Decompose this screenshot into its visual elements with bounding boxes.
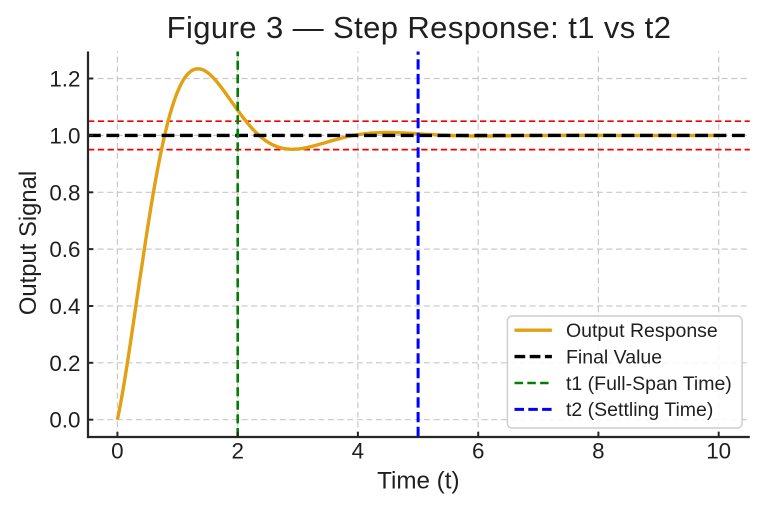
svg-text:Output Signal: Output Signal bbox=[15, 171, 42, 315]
svg-text:4: 4 bbox=[352, 439, 364, 464]
svg-text:0.4: 0.4 bbox=[49, 294, 80, 319]
svg-text:t2 (Settling Time): t2 (Settling Time) bbox=[566, 399, 713, 421]
svg-text:0: 0 bbox=[111, 439, 123, 464]
svg-text:0.8: 0.8 bbox=[49, 180, 80, 205]
svg-text:Output Response: Output Response bbox=[566, 320, 718, 342]
svg-text:10: 10 bbox=[706, 439, 731, 464]
svg-text:Final Value: Final Value bbox=[566, 346, 662, 368]
svg-text:8: 8 bbox=[592, 439, 604, 464]
svg-text:6: 6 bbox=[472, 439, 484, 464]
svg-text:Time (t): Time (t) bbox=[377, 468, 459, 495]
svg-text:0.6: 0.6 bbox=[49, 237, 80, 262]
svg-text:t1 (Full-Span Time): t1 (Full-Span Time) bbox=[566, 373, 732, 395]
svg-text:0.2: 0.2 bbox=[49, 351, 80, 376]
svg-text:1.0: 1.0 bbox=[49, 123, 80, 148]
svg-text:Figure 3 — Step Response: t1 v: Figure 3 — Step Response: t1 vs t2 bbox=[167, 10, 672, 45]
svg-text:0.0: 0.0 bbox=[49, 408, 80, 433]
svg-text:1.2: 1.2 bbox=[49, 67, 80, 92]
svg-text:2: 2 bbox=[231, 439, 243, 464]
